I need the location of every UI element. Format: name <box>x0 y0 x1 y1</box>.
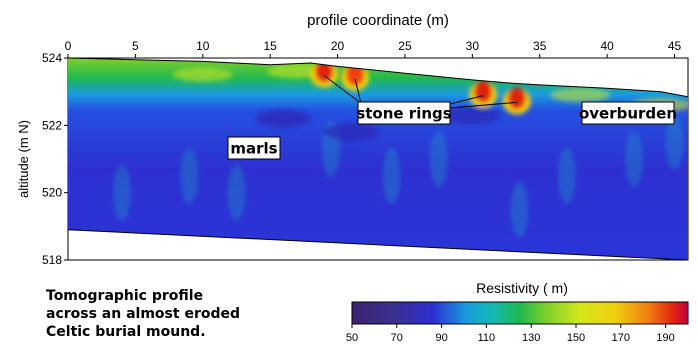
stone-rings-text: stone rings <box>356 105 451 123</box>
leader-line-ring-3 <box>449 95 484 105</box>
stone-ring-anomaly <box>346 63 365 86</box>
x-tick-label: 0 <box>65 39 72 53</box>
colorbar-tick-label: 50 <box>346 332 358 344</box>
texture-streak <box>180 147 199 204</box>
caption-line: across an almost eroded <box>46 306 241 322</box>
colorbar <box>351 301 689 325</box>
texture-streak <box>665 114 684 171</box>
texture-streak <box>382 147 401 204</box>
y-tick-label: 518 <box>42 253 62 267</box>
x-axis-title: profile coordinate (m) <box>307 12 449 29</box>
low-resistivity-zone <box>323 123 380 142</box>
low-resistivity-zone <box>255 109 312 128</box>
overburden-text: overburden <box>579 105 677 123</box>
figure-caption: Tomographic profile across an almost ero… <box>46 287 276 341</box>
x-tick-label: 45 <box>668 39 682 53</box>
near-surface-zone <box>172 67 233 82</box>
texture-streak <box>557 147 576 204</box>
marls-text: marls <box>230 140 277 158</box>
low-resistivity-zone <box>444 106 501 125</box>
near-surface-zone <box>550 88 611 103</box>
resistivity-section <box>68 58 688 260</box>
y-tick-label: 522 <box>42 118 62 132</box>
colorbar-tick-label: 130 <box>522 332 540 344</box>
leader-line-ring-4 <box>449 101 517 109</box>
surface-topography-line <box>67 57 689 98</box>
stone-rings-label: stone rings <box>356 101 452 125</box>
section-bottom-line <box>67 229 689 261</box>
colorbar-tick-label: 90 <box>435 332 447 344</box>
colorbar-tick-label: 110 <box>478 332 496 344</box>
x-tick-label: 30 <box>466 39 480 53</box>
texture-streak <box>429 131 448 187</box>
texture-streak <box>510 181 529 238</box>
y-tick-label: 520 <box>42 186 62 200</box>
colorbar-tick-label: 170 <box>612 332 630 344</box>
colorbar-tick-label: 190 <box>656 332 674 344</box>
stone-ring-anomaly <box>507 87 526 110</box>
texture-streak <box>227 164 246 221</box>
x-tick-label: 20 <box>331 39 345 53</box>
stone-ring-anomaly <box>474 80 493 103</box>
stone-rings-leaders <box>323 75 517 109</box>
x-tick-label: 40 <box>600 39 614 53</box>
colorbar-tick-label: 70 <box>391 332 403 344</box>
y-axis: 518 520 522 524 <box>42 51 68 267</box>
colorbar-title: Resistivity ( m) <box>476 280 568 296</box>
marls-label: marls <box>227 136 281 160</box>
caption-line: Celtic burial mound. <box>46 324 206 340</box>
overburden-label: overburden <box>579 101 677 125</box>
x-tick-label: 25 <box>398 39 412 53</box>
texture-streak <box>112 164 131 221</box>
colorbar-ticks: 50 70 90 110 130 150 170 190 <box>346 324 675 344</box>
caption-line: Tomographic profile <box>46 288 204 304</box>
leader-line-ring-1 <box>323 75 363 105</box>
texture-streak <box>625 131 644 187</box>
x-tick-label: 15 <box>263 39 277 53</box>
colorbar-tick-label: 150 <box>567 332 585 344</box>
x-tick-label: 5 <box>132 39 139 53</box>
x-tick-label: 10 <box>196 39 210 53</box>
y-tick-label: 524 <box>42 51 62 65</box>
stone-ring-anomaly <box>315 60 334 83</box>
x-axis: 0 5 10 15 20 25 30 35 40 45 <box>65 39 682 58</box>
x-tick-label: 35 <box>533 39 547 53</box>
y-axis-title: altitude (m N) <box>16 120 31 198</box>
